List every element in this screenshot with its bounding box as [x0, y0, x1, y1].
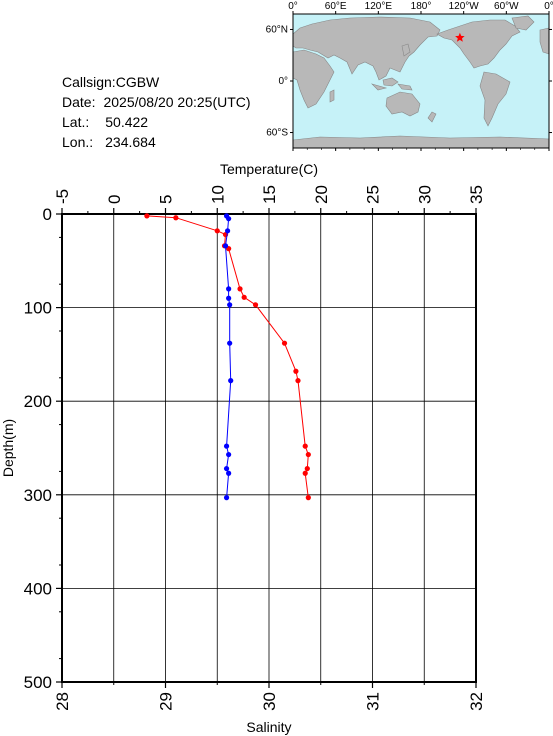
landmass — [479, 71, 511, 127]
temperature-tick-label: 0 — [105, 195, 124, 204]
temperature-point — [281, 340, 288, 346]
salinity-line — [224, 215, 232, 498]
temperature-tick-label: 10 — [208, 185, 227, 204]
lat-value: 50.422 — [105, 114, 149, 130]
temperature-tick-label: 15 — [260, 185, 279, 204]
map-lat-label: 60°S — [266, 128, 288, 139]
salinity-point — [227, 340, 233, 346]
salinity-point — [223, 465, 230, 472]
temperature-tick-label: 5 — [157, 195, 176, 204]
depth-tick-label: 500 — [24, 673, 52, 692]
map-lon-label: 0° — [544, 1, 553, 12]
date-value: 2025/08/20 20:25(UTC) — [103, 94, 251, 110]
temperature-line — [146, 215, 309, 498]
map-lon-label: 120°E — [365, 1, 393, 12]
date-label: Date: — [62, 94, 96, 110]
temperature-point — [302, 443, 308, 449]
landmass — [292, 16, 441, 81]
temperature-axis-title: Temperature(C) — [220, 161, 318, 177]
salinity-point — [226, 470, 232, 476]
landmass — [401, 43, 411, 57]
map-lat-label: 60°N — [266, 24, 288, 35]
temperature-point — [241, 294, 247, 300]
landmass — [427, 111, 437, 123]
lat-line: Lat.: 50.422 — [62, 112, 251, 132]
landmass — [436, 19, 521, 69]
salinity-point — [223, 495, 230, 501]
temperature-point — [252, 302, 259, 308]
landmass — [397, 83, 413, 91]
temperature-tick-label: 25 — [364, 185, 383, 204]
temperature-point — [237, 286, 243, 292]
landmass — [329, 89, 335, 103]
temperature-point — [305, 451, 311, 458]
depth-tick-label: 400 — [24, 579, 52, 598]
salinity-point — [228, 378, 234, 384]
salinity-tick-label: 28 — [53, 692, 72, 711]
temperature-point — [302, 470, 308, 476]
salinity-axis-title: Salinity — [246, 719, 291, 735]
temperature-point — [222, 231, 229, 238]
map-lon-label: 60°E — [325, 1, 347, 12]
temperature-tick-label: 30 — [415, 185, 434, 204]
station-marker — [455, 32, 465, 42]
landmass — [539, 27, 550, 55]
salinity-point — [226, 216, 232, 222]
depth-tick-label: 0 — [43, 205, 52, 224]
landmass — [292, 49, 335, 109]
callsign-line: Callsign:CGBW — [62, 72, 251, 92]
date-line: Date: 2025/08/20 20:25(UTC) — [62, 92, 251, 112]
depth-tick-label: 300 — [24, 486, 52, 505]
temperature-point — [144, 213, 150, 219]
salinity-point — [223, 213, 230, 219]
map-lon-label: 60°W — [494, 1, 519, 12]
callsign-value: CGBW — [115, 74, 160, 90]
temperature-point — [305, 495, 311, 501]
landmass — [370, 83, 388, 91]
salinity-tick-label: 30 — [260, 692, 279, 711]
landmass — [385, 91, 421, 117]
plot-frame — [61, 213, 477, 683]
depth-tick-label: 200 — [24, 392, 52, 411]
salinity-point — [226, 295, 232, 301]
temperature-tick-label: 35 — [467, 185, 486, 204]
map-lon-label: 120°W — [449, 1, 480, 12]
temperature-point — [214, 228, 220, 234]
landmass — [382, 77, 399, 87]
salinity-point — [222, 243, 229, 249]
salinity-point — [223, 443, 230, 449]
temperature-point — [173, 215, 179, 221]
temperature-tick-label: -5 — [53, 189, 72, 204]
temperature-point — [304, 465, 310, 472]
salinity-point — [225, 228, 231, 234]
temperature-point — [226, 246, 232, 252]
temperature-point — [295, 378, 301, 384]
salinity-point — [226, 286, 232, 292]
salinity-tick-label: 31 — [364, 692, 383, 711]
lat-label: Lat.: — [62, 114, 90, 130]
salinity-point — [226, 451, 232, 458]
salinity-tick-label: 29 — [157, 692, 176, 711]
map-lat-label: 0° — [278, 76, 288, 87]
temperature-point — [293, 368, 299, 374]
map-lon-label: 0° — [288, 1, 298, 12]
depth-tick-label: 100 — [24, 299, 52, 318]
world-map: 0° 60°E 120°E 180° 120°W 60°W 0° 60°N 0° 60°S — [266, 1, 553, 151]
callsign-label: Callsign: — [62, 74, 116, 90]
lon-line: Lon.: 234.684 — [62, 132, 251, 152]
map-lon-label: 180° — [411, 1, 432, 12]
station-info: Callsign:CGBW Date: 2025/08/20 20:25(UTC)… — [62, 72, 251, 152]
landmass — [292, 135, 550, 149]
temperature-point — [221, 243, 228, 249]
lon-value: 234.684 — [105, 134, 156, 150]
landmass — [511, 15, 535, 31]
salinity-tick-label: 32 — [467, 692, 486, 711]
depth-axis-title: Depth(m) — [0, 419, 16, 477]
lon-label: Lon.: — [62, 134, 94, 150]
temperature-tick-label: 20 — [312, 185, 331, 204]
salinity-point — [227, 302, 233, 308]
